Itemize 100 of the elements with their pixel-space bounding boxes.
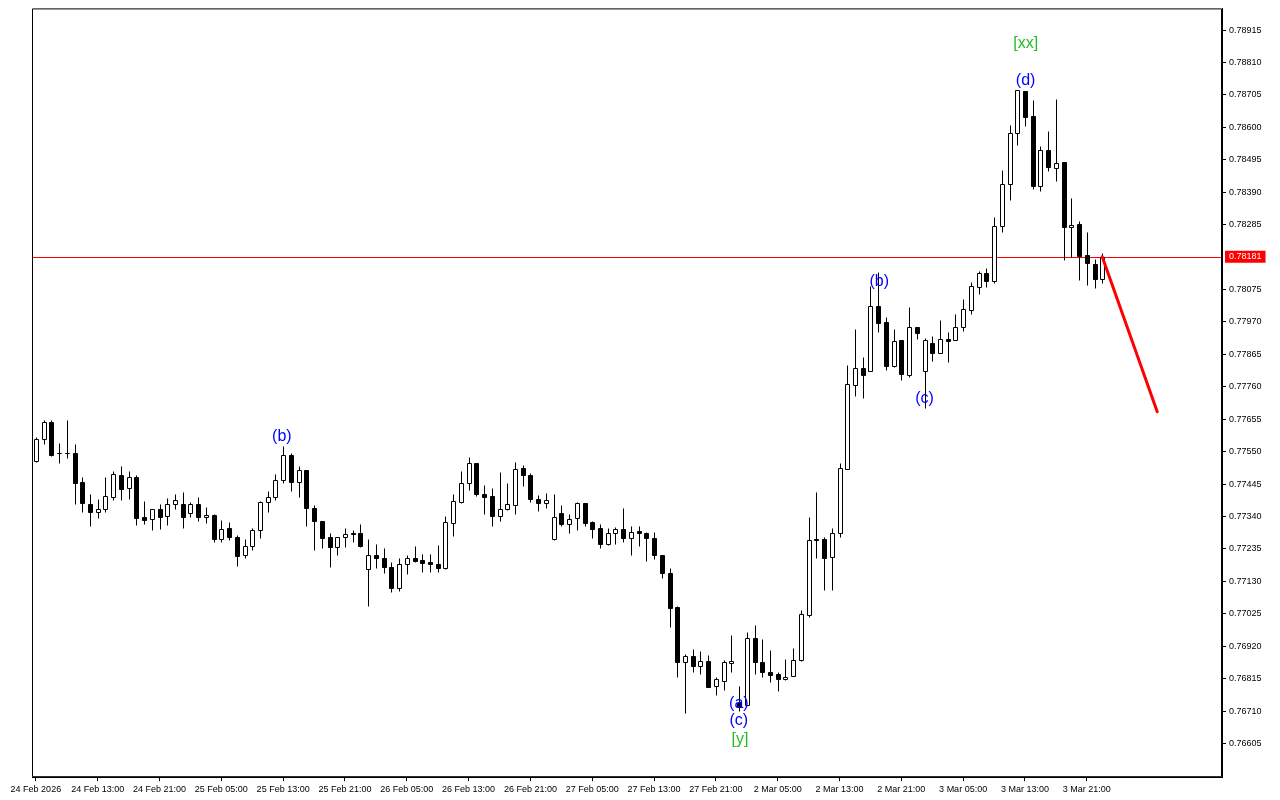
candlestick — [969, 282, 974, 315]
candlestick — [366, 539, 371, 607]
ref-line-label: 0.78181 — [1229, 251, 1262, 262]
candlestick — [127, 471, 132, 500]
candlestick — [598, 524, 603, 549]
candlestick — [1093, 259, 1098, 289]
y-tick-label: 0.77340 — [1229, 510, 1262, 521]
y-tick-label: 0.77130 — [1229, 575, 1262, 586]
candlestick — [1031, 100, 1036, 190]
candlestick — [838, 463, 843, 538]
candlestick — [328, 533, 333, 568]
candlestick — [258, 501, 263, 539]
candlestick — [892, 329, 897, 368]
candlestick — [637, 526, 642, 547]
candlestick — [382, 548, 387, 574]
y-tick-label: 0.77760 — [1229, 381, 1262, 392]
candlestick — [343, 528, 348, 548]
y-tick-label: 0.78810 — [1229, 56, 1262, 67]
candlestick — [204, 507, 209, 524]
y-tick-label: 0.78915 — [1229, 24, 1262, 35]
candlestick — [652, 532, 657, 560]
annotation: [y] — [731, 729, 749, 747]
candlestick — [1077, 221, 1082, 281]
candlestick — [899, 340, 904, 381]
x-tick-label: 24 Feb 2026 — [10, 784, 62, 795]
candlestick — [528, 473, 533, 503]
y-tick-label: 0.76920 — [1229, 640, 1262, 651]
candlestick — [1023, 91, 1028, 127]
candlestick — [405, 555, 410, 575]
candlestick — [103, 477, 108, 513]
candlestick — [668, 568, 673, 628]
candlestick — [884, 317, 889, 371]
annotation: [xx] — [1013, 34, 1039, 52]
candlestick — [729, 635, 734, 673]
candlestick — [691, 649, 696, 673]
candlestick — [853, 329, 858, 397]
candlestick — [65, 420, 70, 459]
candlestick — [397, 558, 402, 592]
candlestick — [1000, 170, 1005, 233]
candlestick — [575, 502, 580, 531]
candlestick — [96, 499, 101, 519]
candlestick — [513, 462, 518, 515]
candlestick — [722, 660, 727, 691]
candlestick — [613, 527, 618, 545]
candlestick — [915, 327, 920, 340]
x-tick-label: 26 Feb 05:00 — [380, 784, 434, 795]
candlestick — [88, 494, 93, 527]
candlestick — [451, 494, 456, 537]
candlestick — [443, 516, 448, 570]
x-tick-label: 25 Feb 05:00 — [194, 784, 248, 795]
candlestick — [644, 532, 649, 562]
candlestick — [281, 446, 286, 484]
candlestick — [389, 562, 394, 593]
candlestick — [320, 521, 325, 549]
candlestick — [1062, 162, 1067, 261]
candlestick — [552, 494, 557, 541]
candlestick — [845, 365, 850, 470]
candlestick — [173, 494, 178, 510]
candlestick — [698, 651, 703, 675]
candlestick — [142, 501, 147, 525]
candlestick — [536, 495, 541, 512]
y-tick-label: 0.77445 — [1229, 478, 1262, 489]
candlestick — [559, 505, 564, 527]
candlestick — [428, 554, 433, 573]
candlestick — [188, 502, 193, 518]
candlestick — [706, 655, 711, 688]
candlestick — [1008, 125, 1013, 201]
candlestick — [335, 537, 340, 556]
candlestick — [822, 537, 827, 591]
candlestick — [946, 332, 951, 363]
candlestick — [212, 514, 217, 543]
y-tick-label: 0.76710 — [1229, 705, 1262, 716]
candlestick — [297, 466, 302, 498]
candlestick — [783, 659, 788, 681]
candlestick — [505, 483, 510, 511]
y-tick-label: 0.78600 — [1229, 121, 1262, 132]
y-tick-label: 0.78390 — [1229, 186, 1262, 197]
candlestick — [590, 521, 595, 539]
candlestick — [351, 530, 356, 543]
candlestick — [953, 314, 958, 341]
x-tick-label: 3 Mar 21:00 — [1062, 784, 1111, 795]
x-tick-label: 26 Feb 13:00 — [442, 784, 496, 795]
candlestick — [413, 546, 418, 563]
candlestick — [830, 528, 835, 591]
candlestick — [768, 650, 773, 683]
candlestick — [1015, 90, 1020, 146]
candlestick — [799, 610, 804, 662]
candlestick — [227, 522, 232, 541]
candlestick — [1085, 232, 1090, 286]
candlestick — [791, 648, 796, 677]
candlestick — [984, 268, 989, 288]
candlestick — [482, 485, 487, 515]
y-tick-label: 0.77655 — [1229, 413, 1262, 424]
candlestick — [1054, 99, 1059, 182]
candlestick — [420, 554, 425, 573]
candlestick — [374, 544, 379, 569]
x-tick-label: 25 Feb 13:00 — [256, 784, 310, 795]
candlestick — [498, 472, 503, 522]
candlestick — [73, 444, 78, 505]
candlestick — [938, 320, 943, 354]
